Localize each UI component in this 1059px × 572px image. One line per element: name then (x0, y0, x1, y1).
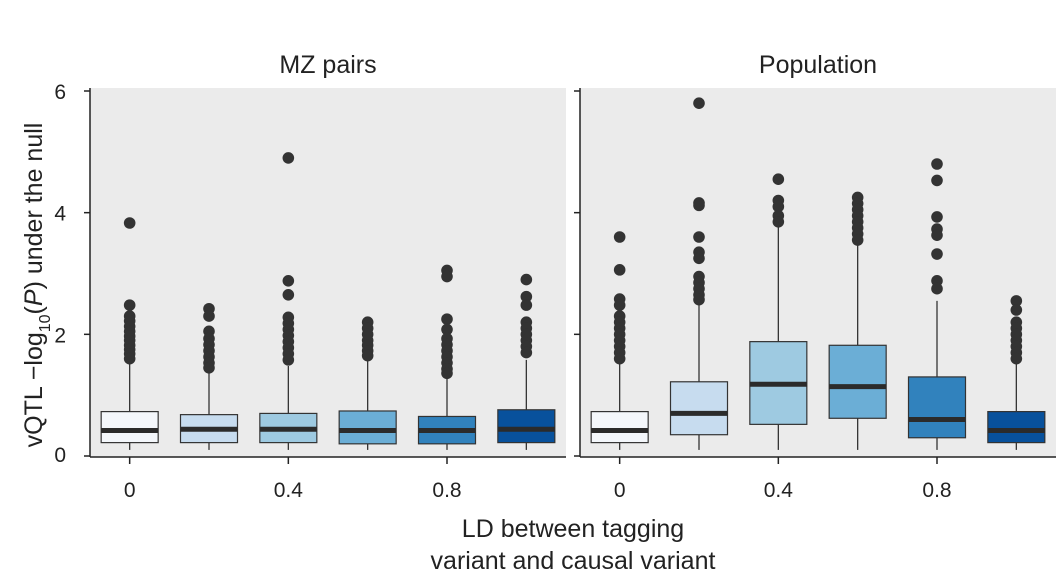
x-axis-title-line-2: variant and causal variant (431, 547, 716, 572)
outlier-point (520, 290, 533, 303)
outlier-point (931, 229, 943, 241)
outlier-point (931, 158, 943, 170)
box (590, 410, 649, 444)
y-axis-title-prefix: vQTL −log (20, 332, 48, 447)
panel-title-mz-pairs: MZ pairs (279, 51, 376, 79)
y-tick-label: 6 (54, 81, 66, 104)
outlier-point (282, 354, 295, 366)
y-axis-title-suffix: ) under the null (20, 123, 48, 290)
y-axis-title-subscript: 10 (37, 314, 54, 332)
outlier-point (693, 252, 705, 265)
outlier-point (441, 313, 453, 325)
outlier-point (441, 270, 453, 283)
box (338, 410, 397, 445)
outlier-point (693, 199, 705, 212)
outlier-point (931, 282, 943, 295)
outlier-point (520, 299, 533, 311)
outlier-point (361, 349, 374, 362)
outlier-point (693, 231, 705, 243)
y-tick-label: 4 (54, 203, 66, 226)
outlier-point (123, 299, 136, 311)
box (907, 376, 967, 439)
outlier-point (520, 273, 533, 286)
box (100, 410, 159, 444)
outlier-point (851, 234, 864, 246)
outlier-point (772, 200, 785, 213)
y-axis-title: vQTL −log10(P) under the null (20, 123, 54, 448)
x-tick-label: 0 (124, 479, 136, 502)
x-tick-label: 0.4 (274, 479, 304, 502)
panel-background (90, 88, 566, 457)
outlier-point (282, 288, 295, 301)
outlier-point (931, 211, 943, 223)
outlier-point (203, 310, 215, 322)
outlier-point (282, 275, 295, 287)
axes: 0 0.4 0.8 0 0.4 0.8 0 2 4 6 (54, 81, 1056, 502)
outlier-point (772, 173, 785, 186)
outlier-point (613, 231, 626, 243)
x-tick-label: 0.8 (922, 479, 951, 502)
outlier-point (693, 97, 705, 109)
box (828, 344, 887, 419)
outlier-point (613, 299, 626, 311)
chart-marks (100, 97, 1046, 450)
outlier-point (1010, 304, 1023, 316)
panel-title-population: Population (759, 51, 877, 79)
x-tick-label: 0 (614, 479, 626, 502)
outlier-point (282, 152, 295, 164)
outlier-point (693, 293, 705, 306)
box (497, 409, 556, 444)
outlier-point (613, 264, 626, 276)
outlier-point (1010, 295, 1023, 307)
x-tick-label: 0.4 (764, 479, 794, 502)
outlier-point (123, 352, 136, 365)
box (669, 381, 729, 436)
outlier-point (203, 361, 215, 374)
box (987, 410, 1046, 444)
y-axis-title-italic: P (20, 289, 48, 306)
outlier-point (931, 174, 943, 187)
x-tick-label: 0.8 (432, 479, 461, 502)
outlier-point (123, 217, 136, 229)
y-tick-label: 0 (54, 444, 66, 467)
x-axis-title-line-1: LD between tagging (462, 515, 684, 543)
y-tick-label: 2 (54, 324, 66, 347)
panel-backgrounds (90, 88, 1056, 457)
outlier-point (441, 367, 453, 380)
outlier-point (520, 346, 533, 359)
outlier-point (613, 352, 626, 365)
panel-background (580, 88, 1056, 457)
outlier-point (441, 323, 453, 336)
outlier-point (772, 215, 785, 228)
outlier-point (1010, 352, 1023, 365)
y-axis-title-paren: ( (20, 305, 48, 314)
outlier-point (931, 248, 943, 260)
